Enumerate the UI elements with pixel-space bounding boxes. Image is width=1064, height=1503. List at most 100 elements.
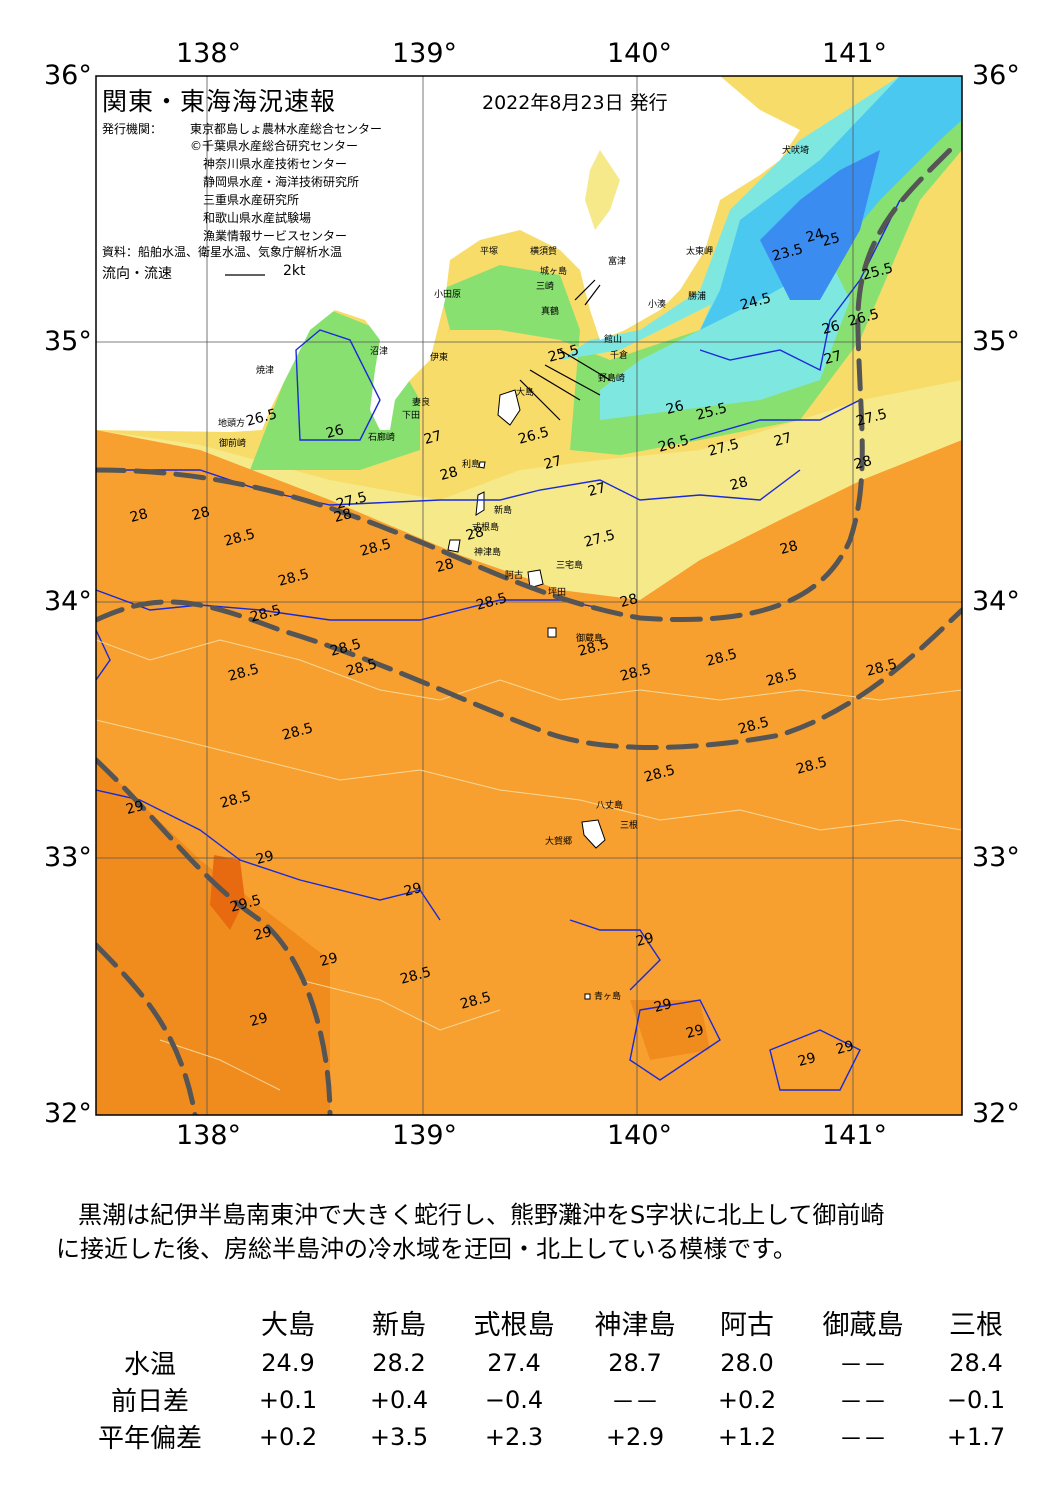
place-label: 御前崎 [219, 439, 247, 449]
place-label: 小湊 [648, 300, 667, 310]
lat-label-32-left: 32° [44, 1098, 92, 1129]
place-label: 真鶴 [541, 307, 560, 317]
table-cell: +1.7 [946, 1422, 1006, 1451]
place-label: 利島 [462, 460, 481, 470]
issuer-item: 和歌山県水産試験場 [203, 211, 312, 225]
place-label: 館山 [604, 335, 623, 345]
table-cell: 24.9 [261, 1348, 315, 1377]
lon-label-139-bottom: 139° [392, 1120, 458, 1151]
place-label: 沼津 [370, 347, 389, 357]
column-header: 阿古 [720, 1309, 774, 1341]
place-label: 横須賀 [530, 247, 558, 257]
table-cell: +0.2 [258, 1422, 318, 1451]
table-cell: +3.5 [369, 1422, 429, 1451]
place-label: 犬吠埼 [782, 146, 810, 156]
table-cell: +2.9 [605, 1422, 665, 1451]
place-label: 平塚 [480, 247, 499, 257]
map-frame [95, 75, 963, 1116]
lat-label-32-right: 32° [972, 1098, 1020, 1129]
place-label: 焼津 [256, 366, 275, 376]
table-cell: 28.2 [372, 1348, 426, 1377]
place-label: 小田原 [434, 290, 462, 300]
island-mikura [547, 627, 557, 638]
lat-label-36-right: 36° [972, 60, 1020, 91]
summary-line-2: に接近した後、房総半島沖の冷水域を迂回・北上している模様です。 [56, 1235, 797, 1263]
table-cell: −0.1 [946, 1385, 1006, 1414]
column-header: 式根島 [473, 1309, 555, 1341]
place-label: 新島 [494, 506, 513, 516]
flow-legend-value: 2kt [283, 263, 306, 279]
table-cell: +1.2 [717, 1422, 777, 1451]
lat-label-34-left: 34° [44, 586, 92, 617]
place-label: 下田 [402, 411, 421, 421]
place-label: 勝浦 [688, 292, 707, 302]
column-header: 御蔵島 [822, 1309, 904, 1341]
table-cell: 27.4 [487, 1348, 541, 1377]
sea-green-suruga [250, 310, 420, 470]
issuer-label: 発行機関： [102, 122, 163, 136]
issuer-item: 神奈川県水産技術センター [203, 157, 348, 171]
lat-label-35-left: 35° [44, 326, 92, 357]
place-label: 阿古 [505, 571, 524, 581]
table-cell: －－ [839, 1425, 887, 1453]
column-header: 新島 [372, 1309, 426, 1341]
table-cell: －－ [611, 1388, 659, 1416]
lat-label-35-right: 35° [972, 326, 1020, 357]
pale-contours [96, 639, 962, 1091]
issuer-item: 東京都島しょ農林水産総合センター [190, 122, 383, 136]
place-label: 妻良 [412, 398, 431, 408]
tokyo-bay [585, 150, 620, 230]
island-oshima [497, 389, 521, 426]
place-label: 式根島 [472, 523, 500, 533]
sea-green-sagami [440, 80, 962, 455]
table-header-row: 大島 新島 式根島 神津島 阿古 御蔵島 三根 [70, 1300, 1026, 1344]
place-label: 地頭方 [218, 419, 246, 429]
table-row: 平年偏差 +0.2 +3.5 +2.3 +2.9 +1.2 －－ +1.7 [70, 1418, 1026, 1455]
table-cell: +0.4 [369, 1385, 429, 1414]
place-label: 富津 [608, 257, 627, 267]
issuer-item: ©千葉県水産総合研究センター [190, 139, 359, 153]
place-label: 三根 [620, 821, 639, 831]
lon-label-140-top: 140° [607, 38, 673, 69]
place-label: 千倉 [610, 351, 629, 361]
row-label: 水温 [123, 1350, 176, 1380]
island-kozushima [447, 539, 461, 553]
temperature-table: 大島 新島 式根島 神津島 阿古 御蔵島 三根 水温 24.9 28.2 27.… [70, 1300, 1026, 1455]
sea-hot-patch [630, 1000, 710, 1060]
place-label: 御蔵島 [576, 634, 604, 644]
row-label: 前日差 [110, 1387, 189, 1417]
sea-hot-area [96, 760, 330, 1115]
table-cell: 28.0 [720, 1348, 774, 1377]
column-header: 三根 [949, 1309, 1003, 1341]
row-label: 平年偏差 [97, 1424, 202, 1454]
table-cell: +2.3 [484, 1422, 544, 1451]
table-corner [70, 1300, 230, 1344]
lat-label-33-left: 33° [44, 842, 92, 873]
issuer-item: 静岡県水産・海洋技術研究所 [203, 175, 360, 189]
table-cell: －－ [839, 1388, 887, 1416]
place-label: 石廊崎 [368, 433, 396, 443]
lat-label-34-right: 34° [972, 586, 1020, 617]
summary-line-1: 黒潮は紀伊半島南東沖で大きく蛇行し、熊野灘沖をS字状に北上して御前崎 [78, 1201, 885, 1229]
sea-deep-blue-area [760, 150, 880, 300]
table-cell: +0.2 [717, 1385, 777, 1414]
lon-label-140-bottom: 140° [607, 1120, 673, 1151]
place-label: 大島 [516, 388, 535, 398]
place-label: 大賀郷 [545, 837, 573, 847]
summary-text: 黒潮は紀伊半島南東沖で大きく蛇行し、熊野灘沖をS字状に北上して御前崎 に接近した… [56, 1198, 1016, 1266]
map-canvas [95, 75, 963, 1116]
place-label: 太東岬 [686, 247, 714, 257]
current-arrows [225, 274, 611, 421]
table-row: 前日差 +0.1 +0.4 −0.4 －－ +0.2 －－ −0.1 [70, 1381, 1026, 1418]
land-honshu [96, 76, 800, 432]
lon-label-141-top: 141° [822, 38, 888, 69]
island-toshima [478, 461, 486, 469]
island-miyake [527, 569, 544, 589]
place-label: 神津島 [474, 548, 502, 558]
column-header: 大島 [261, 1309, 315, 1341]
lat-label-36-left: 36° [44, 60, 92, 91]
place-label: 三崎 [536, 282, 555, 292]
island-hachijo [581, 819, 606, 849]
lon-label-138-top: 138° [176, 38, 242, 69]
island-niijima [475, 491, 485, 516]
